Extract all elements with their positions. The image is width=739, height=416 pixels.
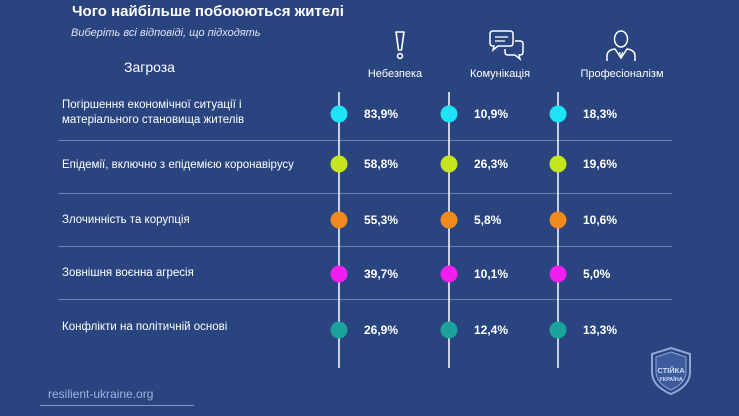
- data-label-communication-row3: 5,8%: [474, 213, 502, 227]
- data-label-danger-row5: 26,9%: [364, 323, 398, 337]
- row-label-economy-line1: Погіршення економічної ситуації і: [62, 99, 242, 111]
- data-label-danger-row3: 55,3%: [364, 213, 398, 227]
- page-title: Чого найбільше побоюються жителі: [72, 3, 344, 20]
- data-label-professionalism-row5: 13,3%: [583, 323, 617, 337]
- person-icon: [606, 30, 636, 61]
- chat-bubbles-icon: [489, 30, 524, 61]
- data-dot-professionalism-row2: [549, 155, 567, 173]
- row-label-aggression: Зовнішня воєнна агресія: [62, 267, 194, 279]
- row-divider: [58, 299, 672, 300]
- data-dot-danger-row4: [330, 265, 348, 283]
- footer-underline: [40, 405, 194, 406]
- logo-text-top: СТІЙКА: [657, 366, 685, 375]
- data-label-danger-row2: 58,8%: [364, 157, 398, 171]
- row-divider: [58, 140, 672, 141]
- data-dot-communication-row3: [440, 211, 458, 229]
- data-dot-communication-row2: [440, 155, 458, 173]
- data-dot-professionalism-row3: [549, 211, 567, 229]
- data-dot-danger-row2: [330, 155, 348, 173]
- data-label-danger-row1: 83,9%: [364, 107, 398, 121]
- data-label-professionalism-row3: 10,6%: [583, 213, 617, 227]
- data-label-communication-row1: 10,9%: [474, 107, 508, 121]
- threat-column-header: Загроза: [124, 59, 175, 75]
- column-label-danger: Небезпека: [367, 68, 423, 80]
- data-label-professionalism-row1: 18,3%: [583, 107, 617, 121]
- page-subtitle: Виберіть всі відповіді, що підходять: [71, 27, 261, 39]
- data-dot-professionalism-row4: [549, 265, 567, 283]
- row-divider: [58, 246, 672, 247]
- data-dot-professionalism-row5: [549, 321, 567, 339]
- footer-website-link[interactable]: resilient-ukraine.org: [48, 387, 154, 401]
- row-label-epidemics: Епідемії, включно з епідемією коронавіру…: [62, 159, 294, 171]
- stiyka-ukraina-logo: СТІЙКА УКРАЇНА: [651, 346, 691, 396]
- data-label-danger-row4: 39,7%: [364, 267, 398, 281]
- data-label-communication-row5: 12,4%: [474, 323, 508, 337]
- row-label-economy-line2: матеріального становища жителів: [62, 114, 245, 126]
- data-label-professionalism-row2: 19,6%: [583, 157, 617, 171]
- row-divider: [58, 193, 672, 194]
- exclamation-icon: [395, 31, 405, 60]
- row-label-economy: Погіршення економічної ситуації і матері…: [62, 98, 244, 128]
- data-dot-communication-row4: [440, 265, 458, 283]
- data-dot-communication-row5: [440, 321, 458, 339]
- column-label-professionalism: Професіоналізм: [580, 68, 664, 80]
- data-label-communication-row4: 10,1%: [474, 267, 508, 281]
- data-dot-professionalism-row1: [549, 105, 567, 123]
- data-dot-danger-row1: [330, 105, 348, 123]
- data-dot-danger-row3: [330, 211, 348, 229]
- data-dot-communication-row1: [440, 105, 458, 123]
- data-label-communication-row2: 26,3%: [474, 157, 508, 171]
- row-label-crime: Злочинність та корупція: [62, 214, 190, 226]
- data-label-professionalism-row4: 5,0%: [583, 267, 611, 281]
- row-label-political: Конфлікти на політичній основі: [62, 321, 228, 333]
- data-dot-danger-row5: [330, 321, 348, 339]
- logo-text-bottom: УКРАЇНА: [659, 376, 682, 383]
- column-label-communication: Комунікація: [469, 68, 531, 80]
